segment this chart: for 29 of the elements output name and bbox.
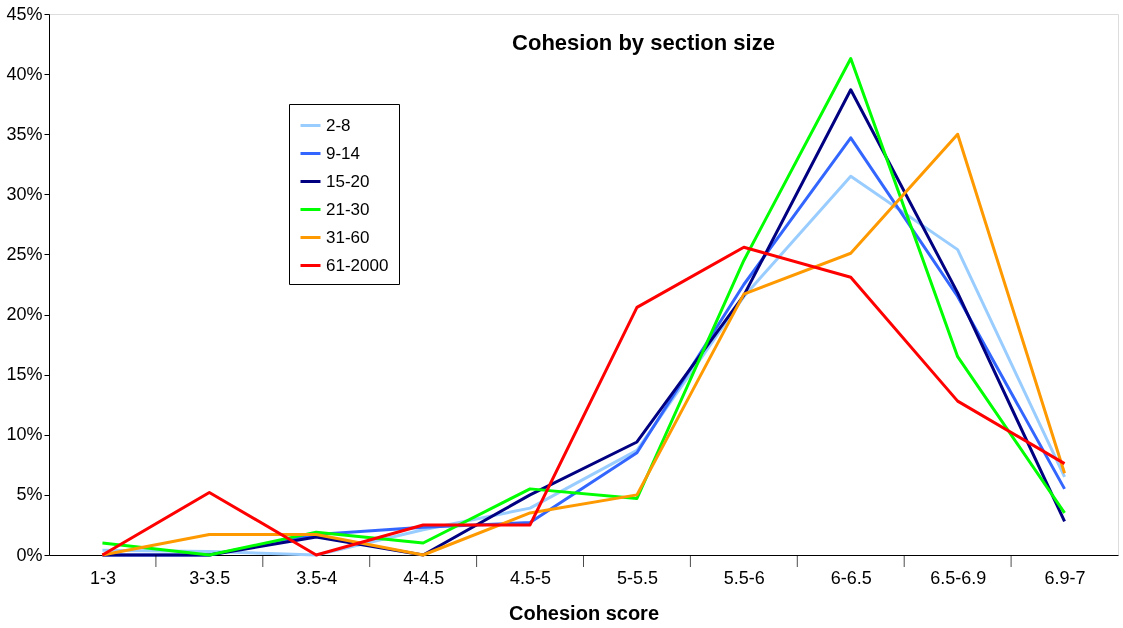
legend-label: 61-2000 <box>326 255 389 275</box>
legend-label: 31-60 <box>326 227 370 247</box>
x-tick-label: 1-3 <box>89 567 116 588</box>
x-tick-label: 5-5.5 <box>616 567 658 588</box>
y-tick-label: 45% <box>6 3 43 24</box>
legend-label: 15-20 <box>326 171 370 191</box>
x-tick-label: 6.9-7 <box>1044 567 1086 588</box>
x-tick-label: 4-4.5 <box>403 567 445 588</box>
x-tick-label: 3.5-4 <box>296 567 338 588</box>
y-tick-label: 0% <box>16 544 43 565</box>
y-tick-label: 10% <box>6 424 43 445</box>
x-axis-title: Cohesion score <box>508 601 660 624</box>
y-tick-label: 5% <box>16 484 43 505</box>
x-tick-label: 3-3.5 <box>189 567 231 588</box>
x-tick-label: 5.5-6 <box>723 567 765 588</box>
y-tick-label: 40% <box>6 63 43 84</box>
x-tick-label: 6-6.5 <box>830 567 872 588</box>
x-tick-label: 4.5-5 <box>510 567 552 588</box>
y-tick-label: 15% <box>6 364 43 385</box>
y-tick-label: 30% <box>6 183 43 204</box>
text: Cohesion by section size <box>512 30 775 55</box>
legend-label: 2-8 <box>326 115 351 135</box>
y-tick-label: 25% <box>6 243 43 264</box>
x-tick-label: 6.5-6.9 <box>930 567 987 588</box>
line-series <box>100 245 1067 557</box>
legend-label: 21-30 <box>326 199 370 219</box>
y-tick-label: 35% <box>6 123 43 144</box>
y-tick-label: 20% <box>6 304 43 325</box>
legend-label: 9-14 <box>326 143 361 163</box>
